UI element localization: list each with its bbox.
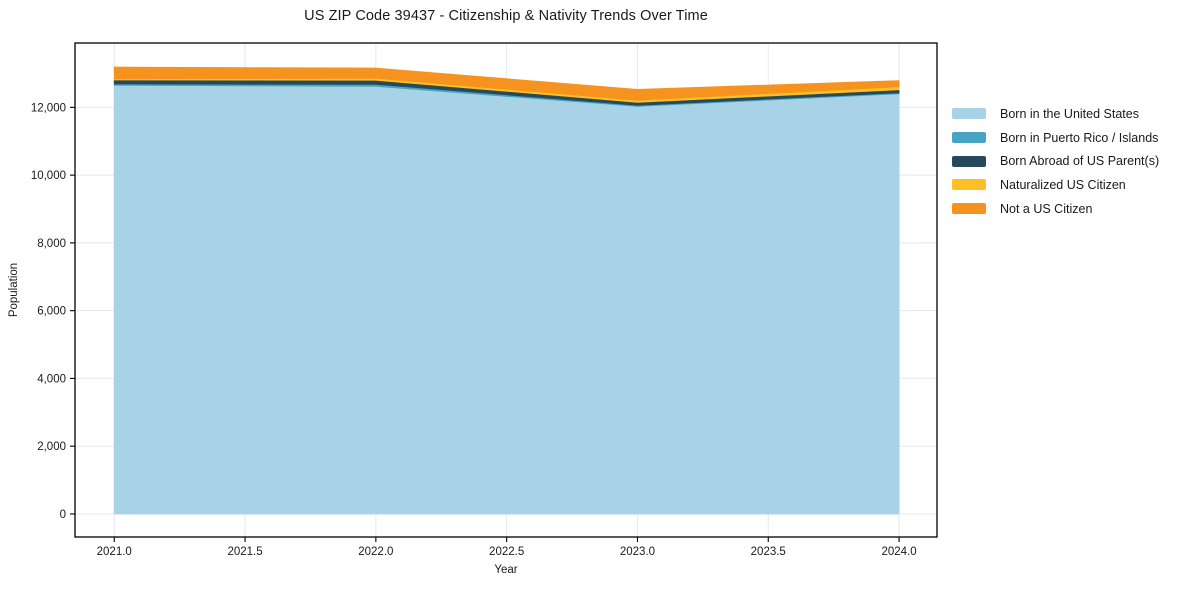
legend-label: Naturalized US Citizen [1000,177,1126,192]
legend-item: Born Abroad of US Parent(s) [952,149,1159,173]
legend: Born in the United States Born in Puerto … [952,102,1159,220]
area-not-a-us-citizen [113,66,900,101]
legend-item: Born in the United States [952,102,1159,126]
legend-swatch-not-a-us-citizen [952,203,986,215]
y-tick-label: 0 [60,509,66,521]
x-axis-label: Year [494,564,518,576]
legend-swatch-born-in-puerto-rico-islands [952,132,986,144]
legend-swatch-born-in-the-united-states [952,108,986,120]
y-tick-label: 4,000 [37,373,66,385]
x-tick-label: 2024.0 [881,546,916,558]
x-tick-label: 2022.0 [358,546,393,558]
x-tick-label: 2021.0 [97,546,132,558]
legend-label: Born in Puerto Rico / Islands [1000,130,1159,145]
x-tick-label: 2023.5 [751,546,786,558]
y-tick-label: 2,000 [37,441,66,453]
plot-border [74,42,938,538]
legend-swatch-naturalized-us-citizen [952,179,986,191]
legend-item: Naturalized US Citizen [952,173,1159,197]
legend-label: Not a US Citizen [1000,201,1093,216]
y-tick-label: 10,000 [31,170,66,182]
legend-item: Not a US Citizen [952,197,1159,221]
x-tick-label: 2022.5 [489,546,524,558]
y-tick-label: 8,000 [37,238,66,250]
y-tick-label: 12,000 [31,102,66,114]
legend-label: Born Abroad of US Parent(s) [1000,154,1160,169]
legend-label: Born in the United States [1000,106,1139,121]
x-tick-label: 2021.5 [227,546,262,558]
area-born-in-the-united-states [113,84,900,515]
legend-swatch-born-abroad-of-us-parent-s [952,155,986,167]
chart-title: US ZIP Code 39437 - Citizenship & Nativi… [304,8,708,24]
y-tick-label: 6,000 [37,306,66,318]
legend-item: Born in Puerto Rico / Islands [952,126,1159,150]
y-axis-label: Population [8,262,20,318]
x-tick-label: 2023.0 [620,546,655,558]
